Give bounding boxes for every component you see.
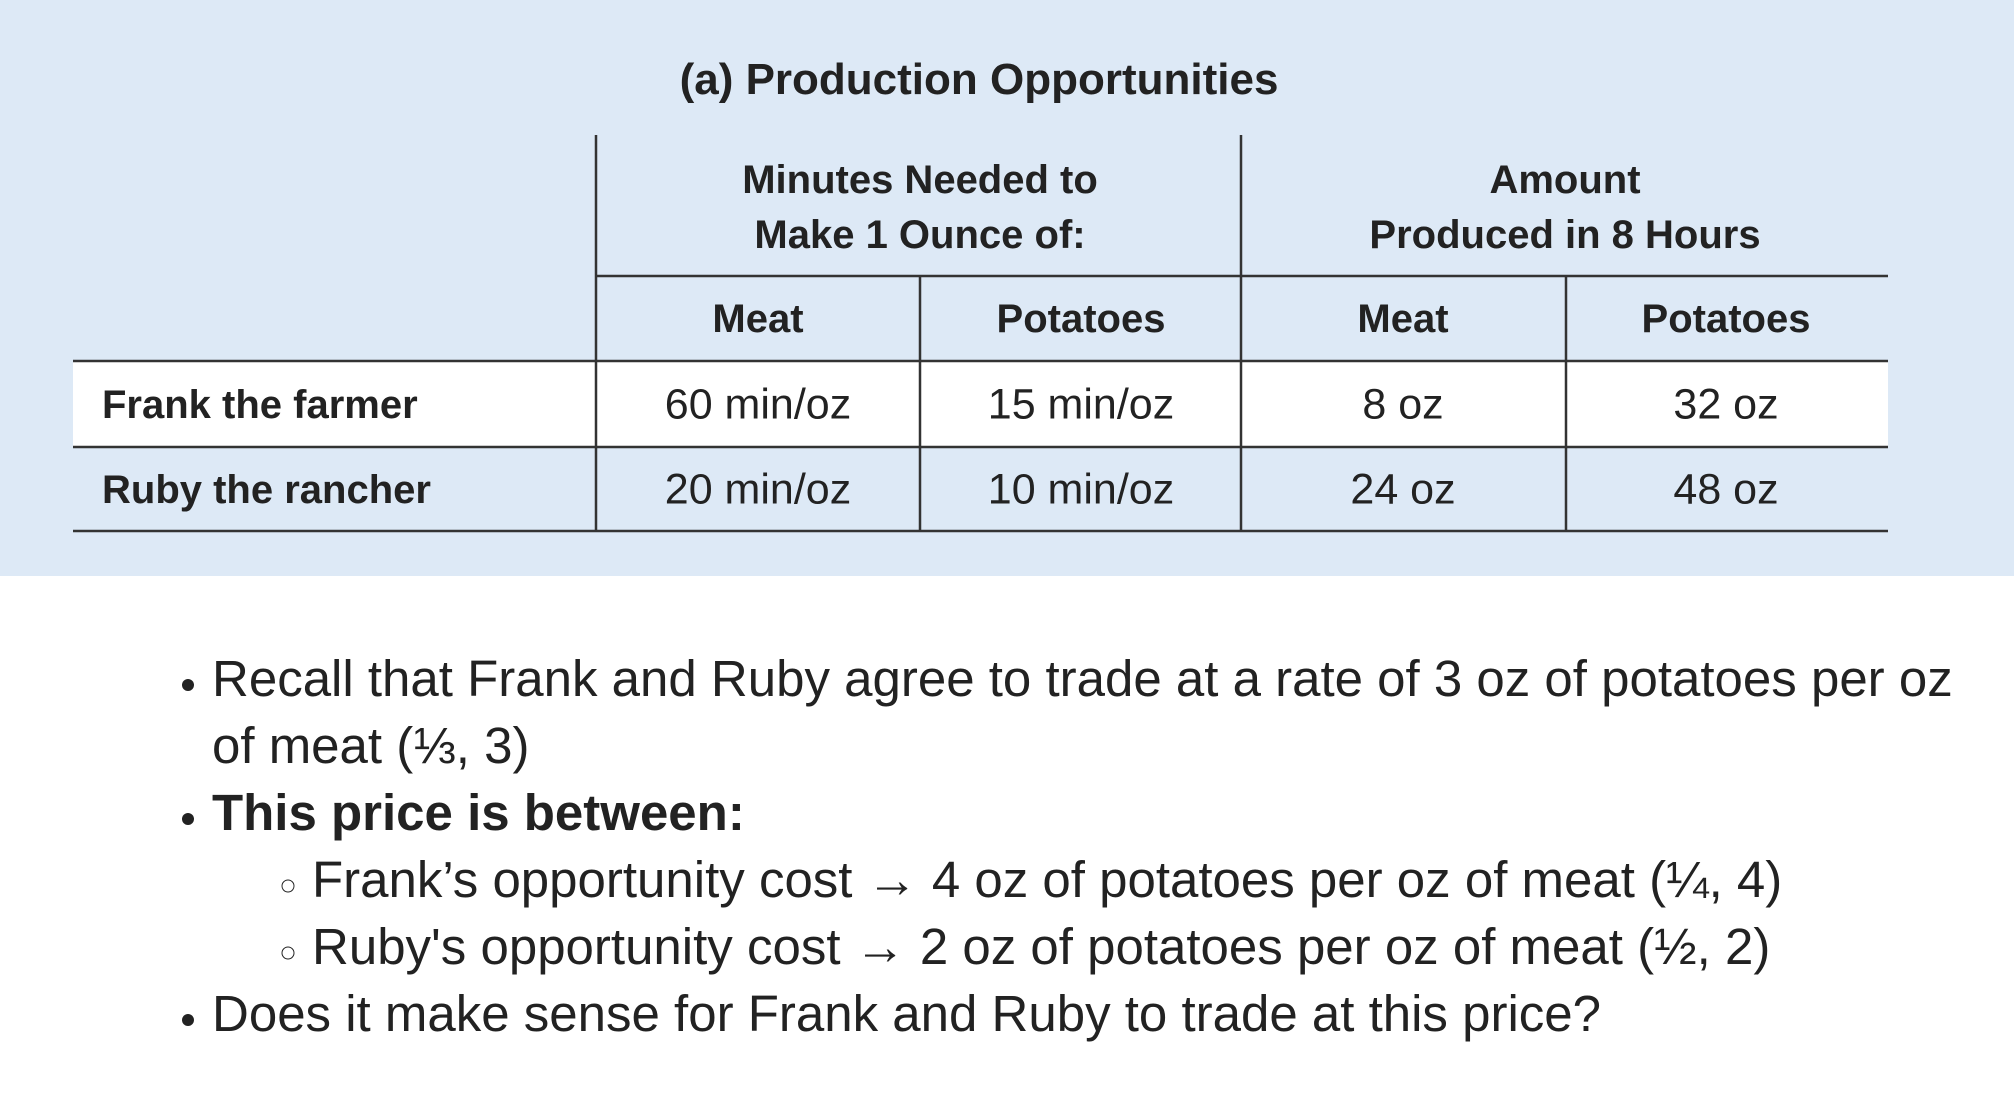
column-header: Potatoes: [1641, 297, 1811, 341]
cell: 8 oz: [1362, 380, 1444, 429]
bullet: Does it make sense for Frank and Ruby to…: [212, 980, 1982, 1047]
bullet: This price is between: Frank’s opportuni…: [212, 779, 1982, 980]
bullet: Recall that Frank and Ruby agree to trad…: [212, 645, 1982, 779]
cell: 32 oz: [1673, 380, 1779, 429]
highlight-row: [73, 361, 1888, 447]
header-group: Make 1 Ounce of:: [754, 213, 1086, 257]
header-group: Amount: [1489, 158, 1641, 202]
sub-list: Frank’s opportunity cost → 4 oz of potat…: [212, 846, 1982, 980]
bullet-list: Recall that Frank and Ruby agree to trad…: [212, 645, 1982, 1047]
column-header: Potatoes: [996, 297, 1166, 341]
bullet-text: Ruby's opportunity cost → 2 oz of potato…: [312, 918, 1771, 975]
header-group: Produced in 8 Hours: [1369, 213, 1761, 257]
table-panel: [0, 0, 2014, 576]
table-grid: [73, 135, 1888, 533]
grid-lines: [73, 135, 1888, 533]
bullet-text: Frank’s opportunity cost → 4 oz of potat…: [312, 851, 1783, 908]
bullet-text: Does it make sense for Frank and Ruby to…: [212, 985, 1602, 1042]
header-group: Minutes Needed to: [742, 158, 1098, 202]
cell: 24 oz: [1350, 465, 1456, 514]
table-title: (a) Production Opportunities: [679, 55, 1279, 104]
row-name: Frank the farmer: [102, 383, 418, 427]
row-name: Ruby the rancher: [102, 468, 431, 512]
cell: 48 oz: [1673, 465, 1779, 514]
sub-bullet: Ruby's opportunity cost → 2 oz of potato…: [312, 913, 1982, 980]
column-header: Meat: [712, 297, 804, 341]
bullet-text: Recall that Frank and Ruby agree to trad…: [212, 650, 1953, 774]
cell: 15 min/oz: [987, 380, 1175, 429]
cell: 20 min/oz: [664, 465, 852, 514]
column-header: Meat: [1357, 297, 1449, 341]
bullet-text: This price is between:: [212, 784, 745, 841]
cell: 10 min/oz: [987, 465, 1175, 514]
sub-bullet: Frank’s opportunity cost → 4 oz of potat…: [312, 846, 1982, 913]
cell: 60 min/oz: [664, 380, 852, 429]
